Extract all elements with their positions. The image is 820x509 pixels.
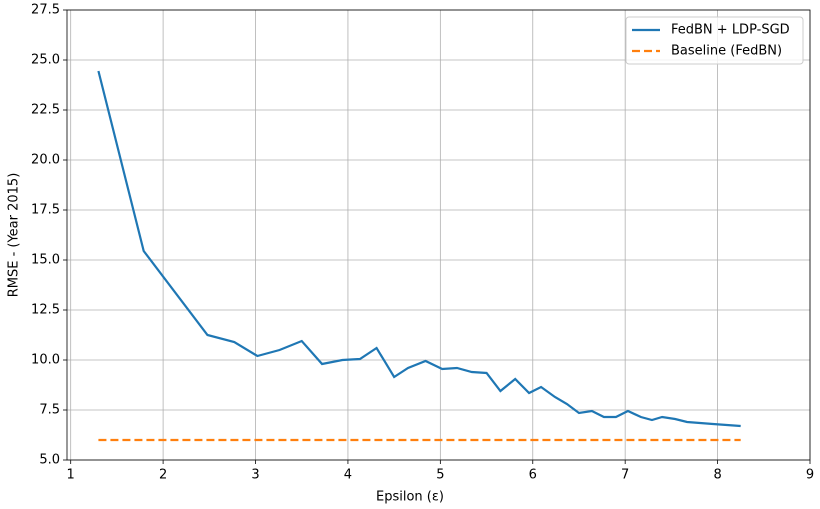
y-tick-label: 15.0 xyxy=(31,253,60,268)
y-tick-label: 20.0 xyxy=(31,153,60,168)
x-tick-label: 9 xyxy=(806,468,814,483)
y-tick-label: 12.5 xyxy=(31,303,60,318)
x-tick-label: 4 xyxy=(344,468,352,483)
y-tick-label: 10.0 xyxy=(31,353,60,368)
y-tick-label: 7.5 xyxy=(39,403,60,418)
legend-label: Baseline (FedBN) xyxy=(671,44,782,59)
x-tick-label: 1 xyxy=(67,468,75,483)
y-axis-label: RMSE - (Year 2015) xyxy=(7,173,22,298)
line xyxy=(97,70,741,428)
y-tick-label: 25.0 xyxy=(31,53,60,68)
y-tick-label: 22.5 xyxy=(31,103,60,118)
plot-frame xyxy=(66,9,811,461)
x-tick-label: 2 xyxy=(159,468,167,483)
x-tick-label: 7 xyxy=(621,468,629,483)
y-tick-label: 27.5 xyxy=(31,3,60,18)
legend-box xyxy=(625,16,804,65)
x-tick-label: 6 xyxy=(529,468,537,483)
y-tick-label: 17.5 xyxy=(31,203,60,218)
x-axis-label: Epsilon (ε) xyxy=(376,490,444,505)
legend-label: FedBN + LDP-SGD xyxy=(671,23,790,38)
x-tick-label: 8 xyxy=(713,468,721,483)
x-tick-label: 5 xyxy=(436,468,444,483)
y-tick-label: 5.0 xyxy=(39,453,60,468)
x-tick-label: 3 xyxy=(251,468,259,483)
